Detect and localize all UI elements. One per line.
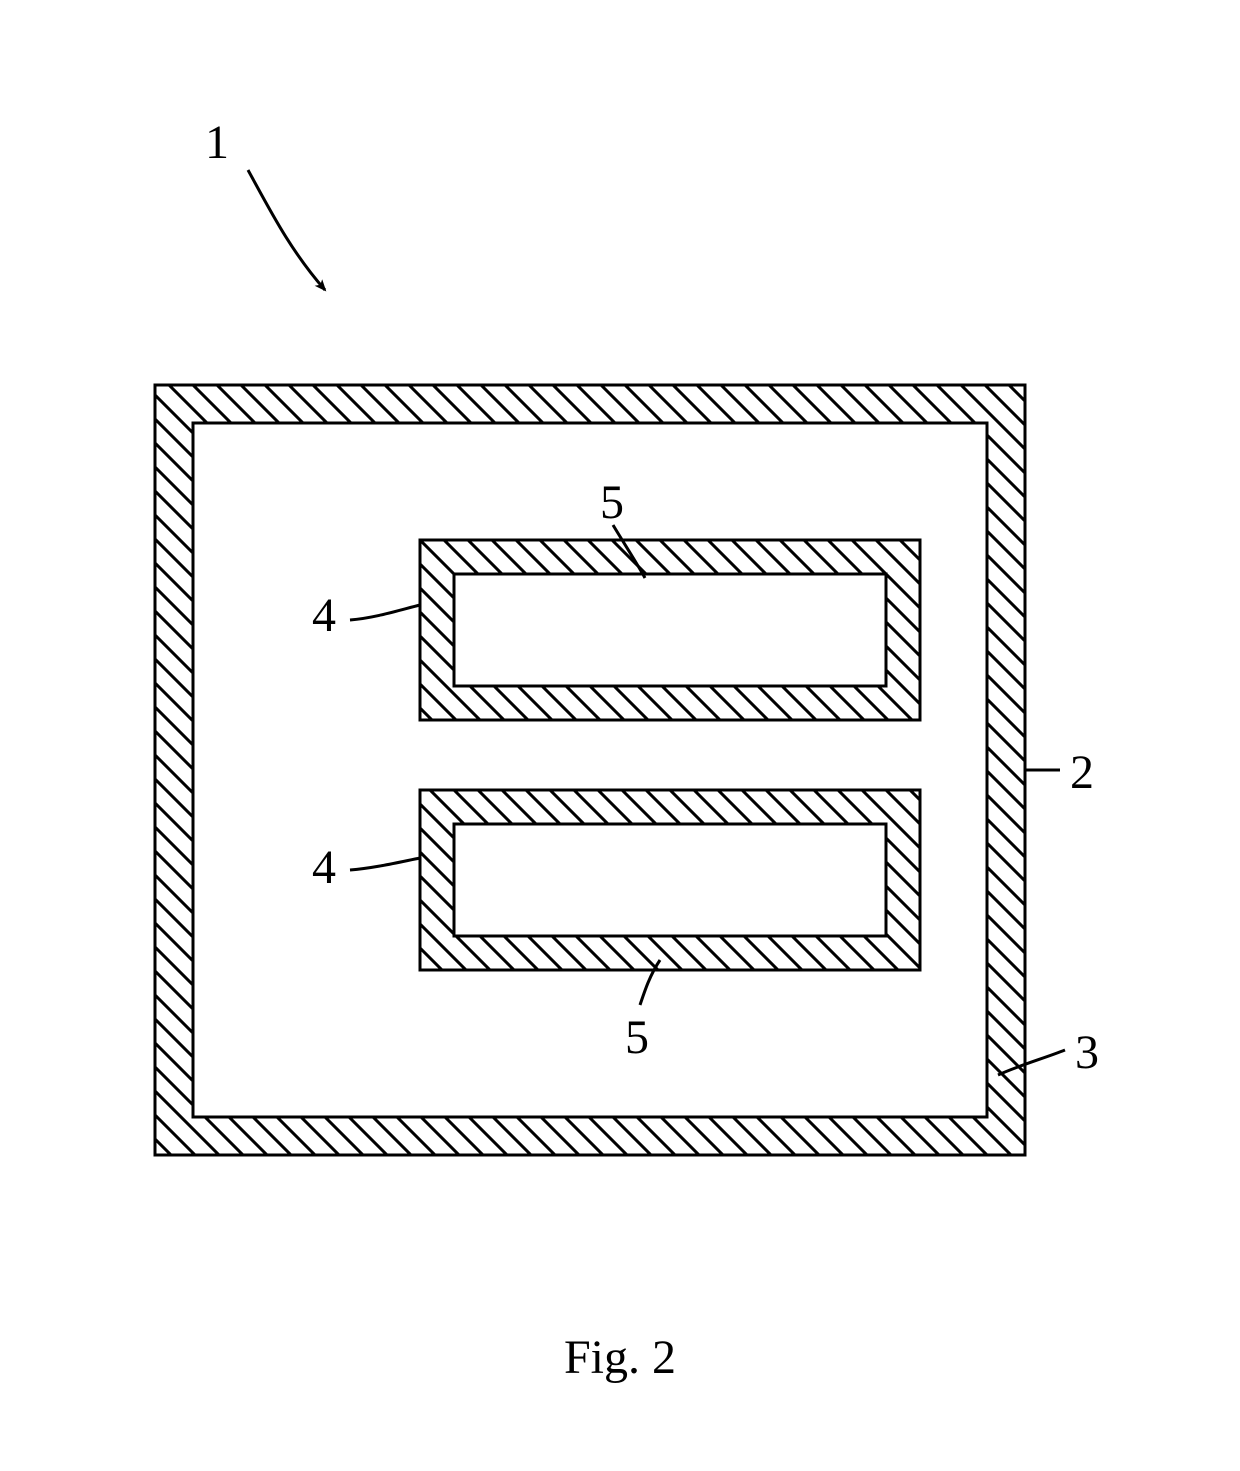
leader-1 <box>248 170 325 290</box>
shapes-group <box>145 0 1035 1471</box>
figure-caption: Fig. 2 <box>0 1330 1240 1385</box>
leader-5-bot <box>640 960 660 1005</box>
ref-label-4-bot: 4 <box>312 840 336 895</box>
ref-label-4-top: 4 <box>312 588 336 643</box>
figure-page: 1 5 4 2 4 5 3 Fig. 2 <box>0 0 1240 1471</box>
ref-label-5-top: 5 <box>600 475 624 530</box>
ref-label-3: 3 <box>1075 1025 1099 1080</box>
leader-4-bot <box>350 858 420 870</box>
ref-label-1: 1 <box>205 115 229 170</box>
figure-svg <box>0 0 1240 1471</box>
ref-label-5-bot: 5 <box>625 1010 649 1065</box>
leader-lines-group <box>248 170 1065 1075</box>
leader-3 <box>998 1050 1065 1075</box>
ref-label-2: 2 <box>1070 745 1094 800</box>
leader-4-top <box>350 605 420 620</box>
